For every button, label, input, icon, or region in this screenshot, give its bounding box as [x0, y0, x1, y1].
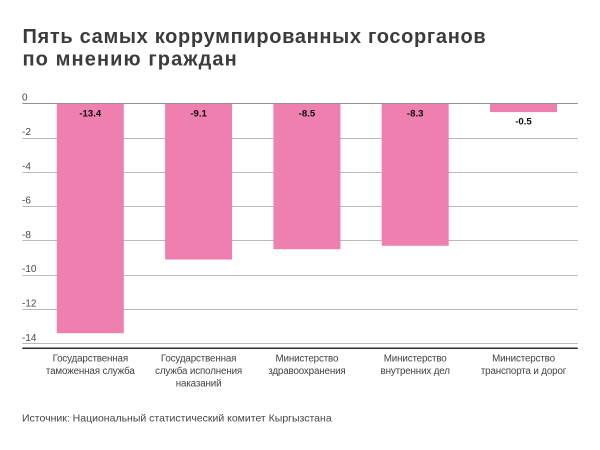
svg-text:-6: -6: [22, 196, 31, 207]
svg-text:-13.4: -13.4: [79, 109, 102, 120]
svg-text:-9.1: -9.1: [190, 109, 207, 120]
svg-text:Министерство: Министерство: [275, 354, 339, 365]
svg-text:таможенная служба: таможенная служба: [46, 366, 135, 377]
svg-text:-8.3: -8.3: [407, 109, 424, 120]
svg-text:-4: -4: [22, 161, 31, 172]
svg-text:Источник: Национальный статист: Источник: Национальный статистический ко…: [22, 413, 332, 425]
svg-text:внутренних дел: внутренних дел: [381, 366, 451, 377]
svg-text:Государственная: Государственная: [161, 354, 236, 365]
svg-text:здравоохранения: здравоохранения: [268, 366, 345, 377]
svg-text:служба исполнения: служба исполнения: [155, 366, 242, 377]
svg-text:Государственная: Государственная: [53, 354, 128, 365]
svg-text:0: 0: [22, 93, 28, 104]
svg-text:Министерство: Министерство: [384, 354, 448, 365]
svg-text:-8.5: -8.5: [299, 109, 316, 120]
svg-text:наказаний: наказаний: [176, 378, 222, 389]
svg-text:-12: -12: [22, 299, 37, 310]
svg-text:-14: -14: [22, 333, 37, 344]
svg-text:транспорта и дорог: транспорта и дорог: [481, 366, 567, 377]
svg-text:-10: -10: [22, 264, 37, 275]
svg-text:Пять самых коррумпированных го: Пять самых коррумпированных госорганов: [23, 26, 487, 48]
svg-text:-2: -2: [22, 127, 31, 138]
svg-text:-8: -8: [22, 230, 31, 241]
svg-text:-0.5: -0.5: [515, 116, 532, 127]
svg-text:Министерство: Министерство: [492, 354, 556, 365]
svg-text:по мнению граждан: по мнению граждан: [23, 48, 238, 70]
